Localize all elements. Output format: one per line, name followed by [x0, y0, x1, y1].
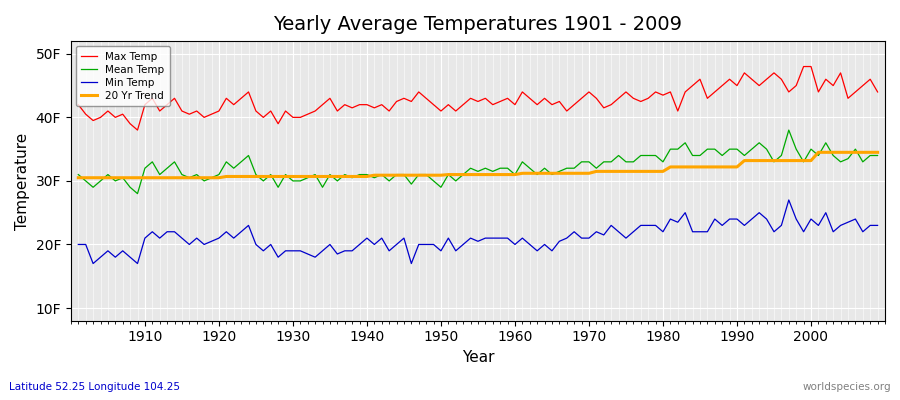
Mean Temp: [73, 172, 84, 177]
Max Temp: [73, 102, 84, 107]
Mean Temp: [872, 153, 883, 158]
Max Temp: [346, 106, 357, 110]
Min Temp: [140, 236, 150, 240]
Min Temp: [783, 198, 794, 202]
Mean Temp: [783, 128, 794, 132]
20 Yr Trend: [339, 174, 350, 179]
Min Temp: [872, 223, 883, 228]
Min Temp: [346, 248, 357, 253]
Max Temp: [509, 102, 520, 107]
Max Temp: [517, 90, 527, 94]
Max Temp: [798, 64, 809, 69]
Max Temp: [132, 128, 143, 132]
20 Yr Trend: [502, 172, 513, 177]
Y-axis label: Temperature: Temperature: [15, 132, 30, 230]
Legend: Max Temp, Mean Temp, Min Temp, 20 Yr Trend: Max Temp, Mean Temp, Min Temp, 20 Yr Tre…: [76, 46, 169, 106]
20 Yr Trend: [813, 150, 824, 155]
20 Yr Trend: [295, 174, 306, 179]
Mean Temp: [346, 175, 357, 180]
Min Temp: [87, 261, 98, 266]
X-axis label: Year: Year: [462, 350, 494, 365]
Max Temp: [872, 90, 883, 94]
Mean Temp: [517, 160, 527, 164]
Max Temp: [302, 112, 313, 116]
Line: Mean Temp: Mean Temp: [78, 130, 878, 194]
Title: Yearly Average Temperatures 1901 - 2009: Yearly Average Temperatures 1901 - 2009: [274, 15, 682, 34]
Mean Temp: [132, 191, 143, 196]
Mean Temp: [302, 175, 313, 180]
Mean Temp: [509, 172, 520, 177]
20 Yr Trend: [509, 172, 520, 177]
Mean Temp: [606, 160, 616, 164]
Text: Latitude 52.25 Longitude 104.25: Latitude 52.25 Longitude 104.25: [9, 382, 180, 392]
20 Yr Trend: [73, 175, 84, 180]
Line: 20 Yr Trend: 20 Yr Trend: [78, 152, 878, 178]
Text: worldspecies.org: worldspecies.org: [803, 382, 891, 392]
20 Yr Trend: [132, 175, 143, 180]
20 Yr Trend: [872, 150, 883, 155]
Mean Temp: [140, 166, 150, 171]
Line: Max Temp: Max Temp: [78, 66, 878, 130]
Line: Min Temp: Min Temp: [78, 200, 878, 264]
Max Temp: [140, 102, 150, 107]
Min Temp: [302, 252, 313, 256]
Min Temp: [606, 223, 616, 228]
20 Yr Trend: [598, 169, 609, 174]
Min Temp: [517, 236, 527, 240]
Max Temp: [606, 102, 616, 107]
Min Temp: [509, 242, 520, 247]
Min Temp: [73, 242, 84, 247]
